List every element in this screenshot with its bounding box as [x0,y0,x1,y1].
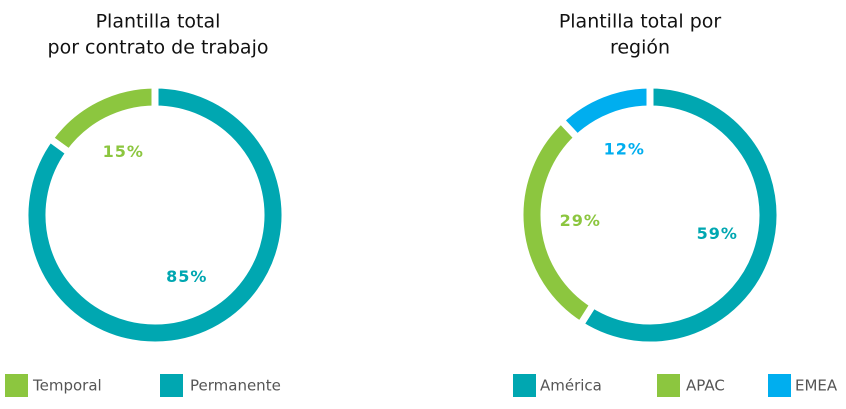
legend-swatch [657,374,680,397]
value-label: 59% [697,224,738,243]
legend-label: Permanente [190,377,281,395]
value-label: 85% [166,267,207,286]
donut-segment [556,81,654,143]
value-label: 29% [560,211,601,230]
chart-title: región [610,37,670,59]
value-label: 12% [604,139,645,158]
legend-label: APAC [686,377,725,395]
legend-swatch [768,374,791,397]
donut-segment [575,81,784,349]
value-label: 15% [103,142,144,161]
legend-label: América [540,377,602,395]
legend-swatch [160,374,183,397]
legend-label: Temporal [32,377,102,395]
chart-title: Plantilla total por [559,11,722,33]
legend-label: EMEA [795,377,838,395]
chart-title: Plantilla total [96,11,221,33]
legend-swatch [5,374,28,397]
legend-swatch [513,374,536,397]
chart-title: por contrato de trabajo [48,37,269,59]
donut-segment [21,81,289,349]
